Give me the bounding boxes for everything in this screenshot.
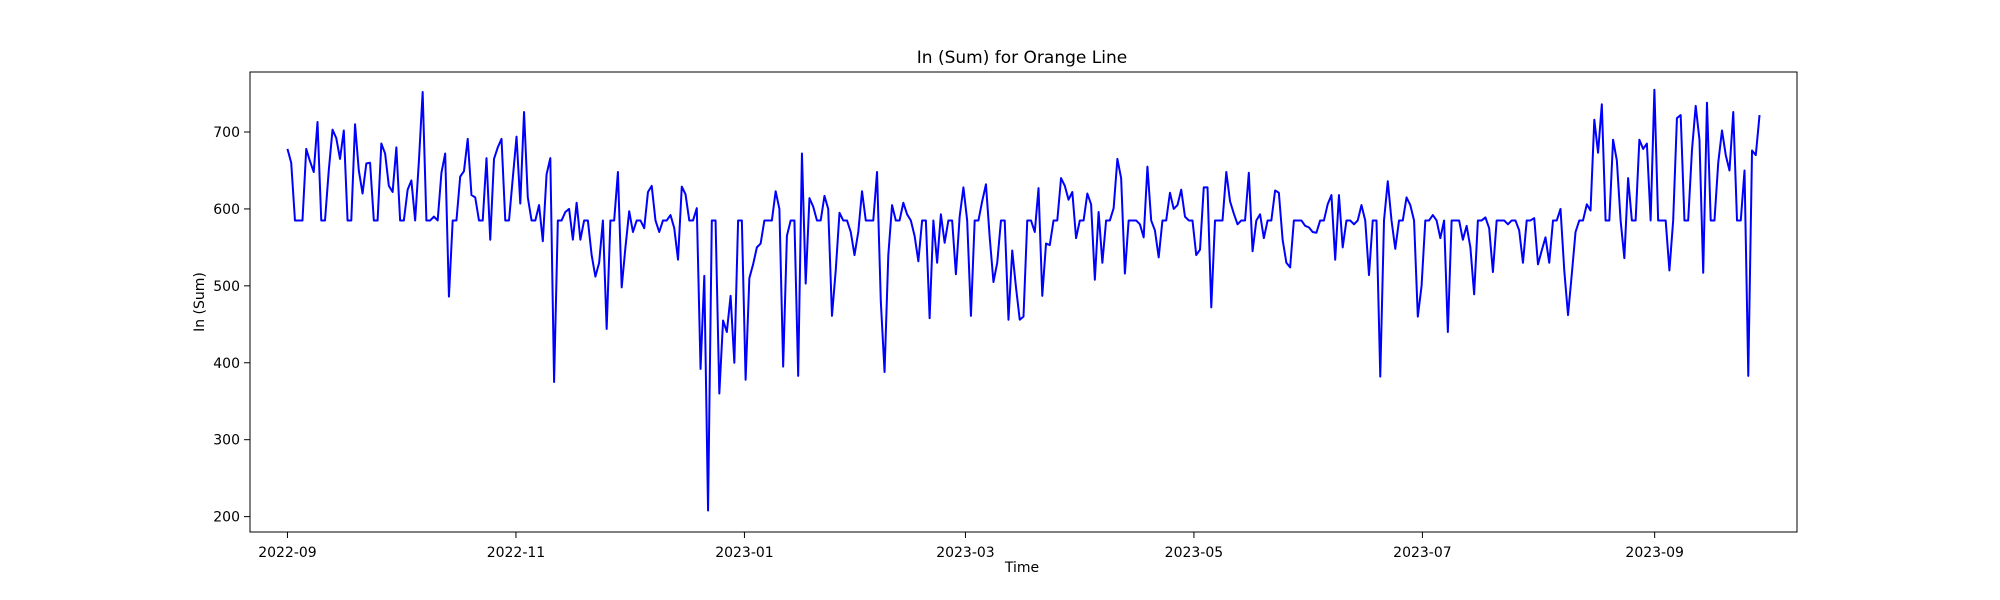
chart-title: In (Sum) for Orange Line	[917, 48, 1127, 68]
x-tick-label: 2023-07	[1393, 545, 1452, 561]
x-tick-label: 2023-03	[936, 545, 995, 561]
y-tick-label: 400	[213, 356, 240, 372]
x-tick-label: 2023-01	[715, 545, 774, 561]
series-line	[286, 88, 1761, 512]
y-tick-label: 200	[213, 510, 240, 526]
x-tick-label: 2023-05	[1165, 545, 1224, 561]
y-axis: 200 300 400 500 600 700	[213, 125, 250, 526]
x-axis-title: Time	[1004, 560, 1039, 576]
x-tick-label: 2023-09	[1625, 545, 1684, 561]
x-axis: 2022-09 2022-11 2023-01 2023-03 2023-05 2023-…	[258, 532, 1684, 561]
y-axis-title: In (Sum)	[192, 272, 208, 332]
y-tick-label: 600	[213, 202, 240, 218]
y-tick-label: 500	[213, 279, 240, 295]
y-tick-label: 300	[213, 433, 240, 449]
x-tick-label: 2022-11	[487, 545, 546, 561]
plot-frame	[249, 71, 1798, 533]
x-tick-label: 2022-09	[258, 545, 317, 561]
y-tick-label: 700	[213, 125, 240, 141]
